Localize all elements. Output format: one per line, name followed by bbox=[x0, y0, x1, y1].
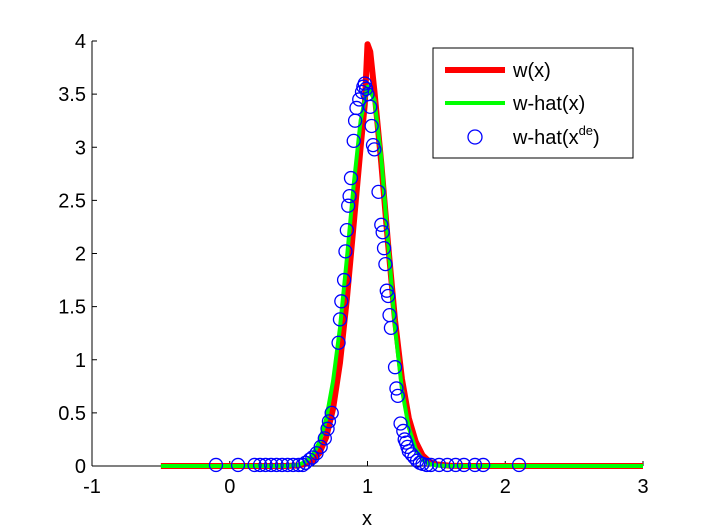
scatter-point bbox=[379, 283, 394, 298]
scatter-point bbox=[467, 457, 483, 473]
scatter-point bbox=[376, 241, 392, 256]
scatter-point bbox=[431, 457, 447, 473]
scatter-point bbox=[274, 457, 290, 473]
y-tick-label: 1.5 bbox=[58, 297, 86, 319]
x-tick-label: -1 bbox=[83, 476, 101, 498]
tick-labels: -1 0 1 2 300.511.522.533.54 bbox=[58, 31, 648, 498]
scatter-point bbox=[313, 439, 328, 455]
y-tick-label: 2 bbox=[75, 244, 86, 266]
scatter-point bbox=[381, 288, 396, 304]
x-tick-label: 1 bbox=[362, 476, 373, 498]
scatter-point bbox=[331, 335, 346, 350]
scatter-point bbox=[324, 405, 339, 421]
plot-series bbox=[160, 41, 643, 473]
scatter-point bbox=[383, 320, 399, 336]
scatter-point bbox=[321, 414, 337, 429]
scatter-point bbox=[393, 416, 408, 431]
y-tick-label: 0.5 bbox=[58, 403, 86, 425]
legend: w(x) w-hat(x) w-hat(xde) bbox=[432, 47, 634, 159]
scatter-point bbox=[334, 294, 349, 309]
scatter-point bbox=[352, 92, 367, 107]
scatter-point bbox=[341, 198, 356, 213]
legend-label: w(x) bbox=[512, 60, 551, 82]
scatter-point bbox=[378, 256, 393, 272]
scatter-point bbox=[263, 457, 279, 473]
scatter-point bbox=[336, 272, 352, 288]
scatter-point bbox=[358, 81, 374, 96]
scatter-point bbox=[387, 360, 403, 375]
scatter-point bbox=[374, 217, 389, 232]
scatter-point bbox=[346, 133, 361, 149]
scatter-point bbox=[349, 100, 364, 116]
scatter-point bbox=[367, 142, 382, 157]
scatter-point bbox=[476, 457, 491, 473]
x-tick-label: 0 bbox=[224, 476, 235, 498]
y-tick-label: 4 bbox=[75, 31, 86, 53]
scatter-point bbox=[269, 457, 284, 473]
y-tick-label: 3 bbox=[75, 137, 86, 159]
y-tick-label: 0 bbox=[75, 456, 86, 478]
scatter-point bbox=[252, 457, 268, 473]
scatter-point bbox=[456, 457, 472, 473]
scatter-point bbox=[343, 170, 359, 186]
scatter-point bbox=[440, 457, 455, 473]
scatter-point bbox=[364, 118, 379, 134]
scatter-point bbox=[320, 421, 335, 436]
scatter-point bbox=[339, 222, 354, 238]
scatter-point bbox=[390, 388, 405, 404]
scatter-point bbox=[280, 457, 295, 473]
scatter-point bbox=[332, 312, 348, 327]
legend-label: w-hat(xde) bbox=[512, 123, 600, 149]
scatter-point bbox=[258, 457, 273, 473]
x-axis-label: x bbox=[362, 508, 372, 530]
scatter-point bbox=[375, 225, 390, 240]
x-tick-label: 2 bbox=[500, 476, 511, 498]
scatter-point bbox=[317, 431, 332, 446]
scatter-point bbox=[363, 99, 378, 115]
scatter-point bbox=[371, 184, 386, 200]
y-tick-label: 3.5 bbox=[58, 84, 86, 106]
legend-swatch bbox=[467, 129, 483, 145]
scatter-point bbox=[230, 457, 246, 473]
scatter-point bbox=[423, 457, 439, 473]
scatter-point bbox=[208, 457, 224, 473]
scatter-point bbox=[448, 457, 463, 473]
y-tick-label: 1 bbox=[75, 350, 86, 372]
scatter-point bbox=[247, 457, 262, 473]
scatter-point bbox=[357, 76, 372, 91]
legend-label: w-hat(x) bbox=[512, 93, 585, 115]
scatter-point bbox=[389, 381, 404, 396]
scatter-point bbox=[305, 450, 320, 465]
x-tick-label: 3 bbox=[637, 476, 648, 498]
scatter-point bbox=[511, 457, 527, 473]
scatter-point bbox=[342, 188, 357, 204]
y-tick-label: 2.5 bbox=[58, 190, 86, 212]
scatter-point bbox=[338, 244, 353, 259]
